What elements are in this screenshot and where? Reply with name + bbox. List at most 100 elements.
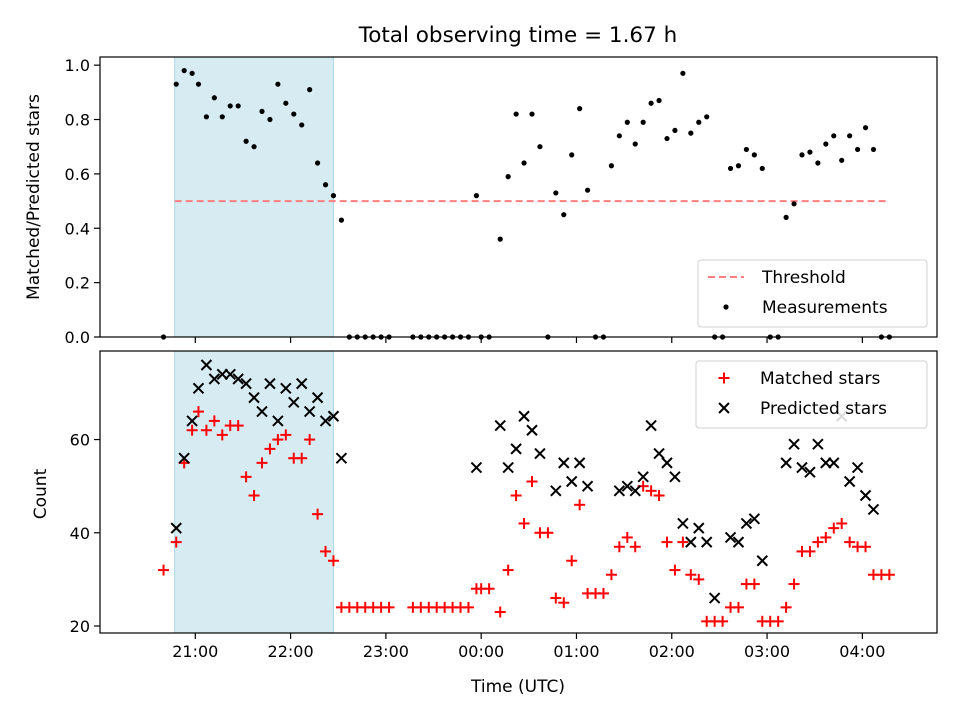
top-y-tick-label: 0.2 bbox=[65, 274, 90, 293]
predicted-star-point bbox=[264, 377, 276, 390]
measurement-point bbox=[497, 236, 503, 242]
matched-star-point bbox=[272, 434, 284, 446]
measurement-point bbox=[521, 160, 527, 166]
matched-star-point bbox=[550, 592, 562, 604]
matched-star-point bbox=[566, 555, 578, 567]
x-tick-label: 00:00 bbox=[458, 642, 504, 661]
predicted-star-point bbox=[186, 415, 198, 427]
measurement-point bbox=[862, 125, 869, 131]
predicted-star-point bbox=[565, 475, 578, 488]
predicted-star-point bbox=[780, 457, 792, 469]
top-axes-frame bbox=[99, 56, 938, 338]
top-observing-window bbox=[174, 57, 334, 337]
top-y-axis-label: Matched/Predicted stars bbox=[24, 94, 44, 300]
matched-star-point bbox=[677, 536, 689, 548]
predicted-star-point bbox=[613, 485, 626, 497]
predicted-star-point bbox=[828, 457, 840, 469]
predicted-star-point bbox=[232, 373, 244, 385]
measurement-point bbox=[664, 135, 670, 142]
legend-matched-stars: Matched stars bbox=[718, 369, 880, 389]
measurement-point bbox=[203, 114, 210, 120]
predicted-star-point bbox=[208, 373, 221, 385]
predicted-star-point bbox=[335, 452, 348, 464]
matched-star-point bbox=[661, 536, 673, 548]
measurement-point bbox=[243, 138, 249, 144]
predicted-star-point bbox=[178, 452, 190, 464]
predicted-star-point bbox=[851, 461, 864, 474]
measurement-point bbox=[815, 160, 821, 166]
predicted-star-point bbox=[756, 555, 769, 567]
predicted-star-point bbox=[724, 531, 737, 544]
measurement-point bbox=[577, 106, 583, 112]
matched-star-point bbox=[574, 499, 586, 511]
matched-star-point bbox=[836, 517, 848, 529]
top-y-tick-label: 0.4 bbox=[65, 219, 90, 238]
measurement-point bbox=[219, 114, 225, 120]
matched-star-point bbox=[772, 615, 784, 627]
predicted-star-point bbox=[653, 447, 665, 460]
predicted-star-point bbox=[494, 419, 506, 432]
matched-star-point bbox=[248, 489, 260, 501]
matched-star-point bbox=[732, 601, 744, 613]
x-tick-label: 23:00 bbox=[363, 642, 409, 661]
measurement-point bbox=[513, 111, 519, 117]
measurement-point bbox=[338, 217, 345, 223]
predicted-star-point bbox=[645, 419, 657, 432]
matched-star-point bbox=[526, 476, 538, 488]
measurement-point bbox=[624, 119, 630, 125]
measurement-point bbox=[322, 182, 329, 188]
matched-star-point bbox=[240, 471, 252, 483]
predicted-star-point bbox=[685, 536, 697, 548]
predicted-star-point bbox=[788, 438, 800, 450]
legend-measurements-label: Measurements bbox=[762, 298, 888, 318]
bottom-y-tick-label: 40 bbox=[70, 524, 90, 543]
measurement-point bbox=[299, 122, 305, 128]
predicted-star-point bbox=[661, 457, 673, 469]
measurement-point bbox=[227, 103, 233, 109]
top-panel: 0.0 0.2 0.4 0.6 0.8 1.0 Threshold Measurements bbox=[65, 56, 938, 347]
matched-star-point bbox=[669, 564, 681, 576]
legend-matched-stars-label: Matched stars bbox=[760, 369, 880, 389]
predicted-star-point bbox=[796, 461, 808, 474]
predicted-star-point bbox=[812, 438, 824, 450]
measurement-point bbox=[727, 165, 734, 172]
legend-threshold-label: Threshold bbox=[761, 268, 846, 288]
predicted-star-point bbox=[534, 447, 546, 460]
predicted-star-point bbox=[804, 466, 816, 478]
measurement-point bbox=[307, 87, 313, 93]
matched-star-point bbox=[883, 569, 895, 581]
bottom-legend-box bbox=[695, 360, 928, 429]
measurement-point bbox=[696, 119, 702, 125]
measurement-point bbox=[735, 163, 742, 169]
measurement-point bbox=[173, 81, 179, 87]
measurement-point bbox=[743, 146, 750, 153]
matched-star-point bbox=[304, 434, 316, 446]
x-tick-label: 01:00 bbox=[553, 642, 599, 661]
top-y-tick-label: 0.6 bbox=[65, 165, 90, 184]
predicted-star-point bbox=[200, 359, 213, 371]
measurement-point bbox=[791, 201, 797, 207]
predicted-star-point bbox=[859, 489, 872, 502]
predicted-star-point bbox=[303, 405, 316, 418]
matched-star-point bbox=[502, 564, 514, 576]
matched-star-point bbox=[320, 545, 332, 557]
matched-star-point bbox=[232, 420, 244, 432]
measurement-point bbox=[235, 103, 241, 109]
x-tick-label: 22:00 bbox=[268, 642, 314, 661]
matched-star-point bbox=[812, 536, 824, 548]
matched-star-point bbox=[788, 578, 800, 590]
matched-star-point bbox=[629, 541, 641, 553]
measurement-point bbox=[584, 187, 591, 193]
matched-star-point bbox=[296, 452, 308, 464]
matched-star-point bbox=[820, 531, 832, 543]
measurement-point bbox=[704, 114, 710, 120]
matched-star-point bbox=[158, 564, 170, 576]
predicted-star-point bbox=[502, 461, 514, 474]
measurement-point bbox=[211, 95, 217, 101]
matched-star-point bbox=[597, 587, 609, 599]
measurement-point bbox=[537, 144, 543, 150]
top-legend: Threshold Measurements bbox=[697, 259, 928, 328]
measurement-point bbox=[656, 97, 662, 104]
measurement-point bbox=[847, 133, 853, 139]
measurement-point bbox=[672, 127, 678, 133]
